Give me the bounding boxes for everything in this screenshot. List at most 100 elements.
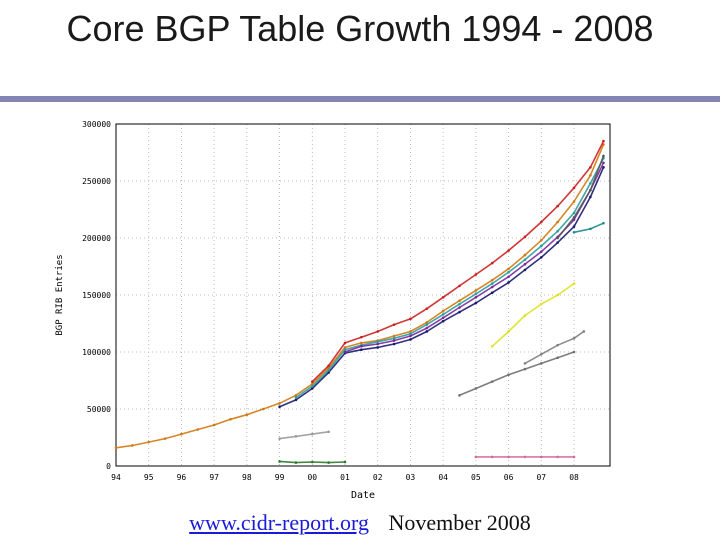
data-point bbox=[131, 444, 134, 447]
data-point bbox=[294, 461, 298, 464]
x-tick-label: 05 bbox=[471, 473, 481, 482]
data-point bbox=[278, 405, 281, 409]
data-point bbox=[441, 316, 445, 320]
x-tick-label: 03 bbox=[406, 473, 416, 482]
data-point bbox=[602, 161, 605, 165]
data-point bbox=[556, 293, 559, 297]
data-point bbox=[425, 323, 429, 326]
data-point bbox=[376, 346, 380, 349]
data-point bbox=[490, 285, 494, 289]
data-point bbox=[589, 181, 592, 185]
grid-layer bbox=[116, 124, 610, 466]
data-point bbox=[602, 139, 605, 143]
data-point bbox=[474, 273, 478, 276]
x-tick-label: 08 bbox=[569, 473, 579, 482]
data-point bbox=[376, 340, 380, 344]
data-point bbox=[392, 339, 396, 342]
series-line bbox=[115, 144, 605, 449]
footer-date: November 2008 bbox=[388, 510, 531, 535]
tick-layer: 0 50000 100000 150000 200000 250000 300000 94 95… bbox=[82, 120, 579, 482]
data-point bbox=[572, 455, 576, 459]
data-point bbox=[572, 216, 576, 219]
data-point bbox=[523, 253, 527, 257]
data-point bbox=[556, 343, 559, 347]
data-point bbox=[360, 345, 363, 348]
series-0 bbox=[114, 143, 605, 450]
data-point bbox=[474, 455, 478, 459]
x-tick-label: 96 bbox=[177, 473, 187, 482]
y-tick-label: 250000 bbox=[82, 177, 111, 186]
x-tick-label: 00 bbox=[307, 473, 317, 482]
series-5 bbox=[556, 154, 605, 240]
data-point bbox=[392, 323, 396, 326]
series-9 bbox=[474, 455, 576, 459]
x-tick-label: 06 bbox=[504, 473, 514, 482]
title-divider bbox=[0, 96, 720, 102]
data-point bbox=[294, 435, 298, 438]
data-point bbox=[360, 348, 363, 352]
data-point bbox=[327, 430, 330, 434]
data-point bbox=[294, 398, 298, 402]
data-point bbox=[196, 428, 200, 431]
data-point bbox=[458, 394, 461, 397]
data-point bbox=[294, 396, 298, 399]
data-point bbox=[261, 407, 265, 411]
data-point bbox=[343, 346, 347, 349]
data-point bbox=[572, 186, 576, 190]
series-3 bbox=[294, 156, 605, 399]
data-point bbox=[507, 330, 510, 333]
data-point bbox=[602, 154, 605, 158]
data-point bbox=[310, 432, 314, 436]
data-point bbox=[458, 299, 461, 302]
slide-title: Core BGP Table Growth 1994 - 2008 bbox=[66, 8, 654, 49]
footer: www.cidr-report.org November 2008 bbox=[0, 510, 720, 536]
data-point bbox=[582, 330, 586, 333]
bgp-growth-chart: 0 50000 100000 150000 200000 250000 300000 94 95… bbox=[50, 112, 620, 504]
data-point bbox=[572, 350, 576, 354]
data-point bbox=[343, 350, 347, 354]
data-point bbox=[539, 220, 543, 224]
data-point bbox=[278, 460, 281, 463]
data-point bbox=[523, 314, 527, 317]
y-tick-label: 150000 bbox=[82, 291, 111, 300]
data-point bbox=[310, 460, 314, 464]
data-point bbox=[441, 295, 445, 299]
x-tick-label: 01 bbox=[340, 473, 350, 482]
data-point bbox=[523, 262, 527, 266]
data-point bbox=[602, 221, 605, 225]
data-point bbox=[278, 402, 281, 405]
series-12 bbox=[572, 221, 605, 234]
data-point bbox=[539, 455, 543, 459]
data-point bbox=[327, 461, 330, 464]
data-point bbox=[278, 437, 281, 440]
data-point bbox=[572, 231, 576, 234]
data-point bbox=[556, 455, 559, 459]
data-point bbox=[556, 204, 559, 208]
data-point bbox=[425, 321, 429, 324]
data-point bbox=[425, 330, 429, 333]
x-tick-label: 98 bbox=[242, 473, 252, 482]
y-tick-label: 300000 bbox=[82, 120, 111, 129]
data-point bbox=[458, 284, 461, 288]
series-6 bbox=[490, 282, 576, 348]
data-point bbox=[310, 384, 314, 388]
series-line bbox=[459, 351, 575, 397]
data-point bbox=[507, 275, 510, 279]
data-point bbox=[539, 352, 543, 356]
x-tick-label: 99 bbox=[275, 473, 285, 482]
data-point bbox=[589, 227, 592, 231]
data-point bbox=[539, 362, 543, 365]
x-tick-label: 97 bbox=[209, 473, 219, 482]
data-point bbox=[507, 267, 510, 271]
data-point bbox=[360, 335, 363, 339]
data-point bbox=[572, 211, 576, 215]
data-point bbox=[589, 195, 592, 199]
data-point bbox=[310, 387, 314, 390]
series-line bbox=[311, 140, 605, 383]
x-axis-label: Date bbox=[351, 490, 375, 501]
data-point bbox=[147, 440, 151, 444]
data-point bbox=[507, 270, 510, 274]
data-point bbox=[458, 302, 461, 306]
data-point bbox=[409, 338, 412, 341]
source-link[interactable]: www.cidr-report.org bbox=[189, 510, 369, 535]
